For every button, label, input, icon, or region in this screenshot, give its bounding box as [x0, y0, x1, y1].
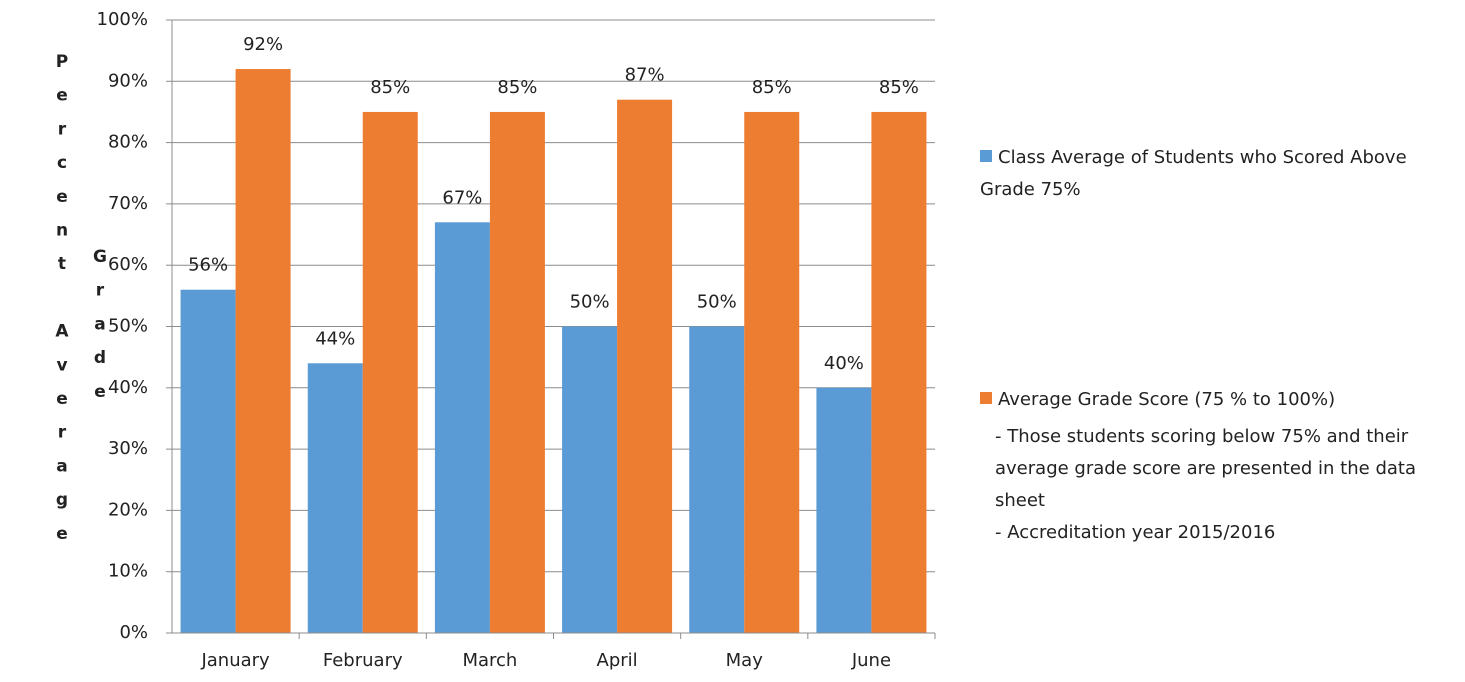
- bar: [562, 326, 618, 633]
- data-label: 85%: [752, 77, 792, 98]
- data-label: 87%: [625, 65, 665, 86]
- notes: - Those students scoring below 75% and t…: [995, 421, 1465, 549]
- x-tick-label: February: [323, 650, 403, 671]
- x-tick-label: April: [597, 650, 638, 671]
- y-tick-label: 40%: [108, 377, 148, 398]
- legend-swatch: [980, 150, 992, 162]
- bar: [489, 111, 545, 633]
- data-label: 85%: [497, 77, 537, 98]
- data-label: 50%: [697, 292, 737, 313]
- y-tick-label: 10%: [108, 561, 148, 582]
- bar: [180, 289, 236, 633]
- note: - Accreditation year 2015/2016: [995, 522, 1276, 543]
- x-tick-label: January: [200, 650, 270, 671]
- legend-swatch: [980, 392, 992, 404]
- bar: [871, 111, 927, 633]
- y-tick-label: 30%: [108, 438, 148, 459]
- y-tick-label: 0%: [119, 622, 148, 643]
- y-tick-label: 50%: [108, 316, 148, 337]
- legend-label: Class Average of Students who Scored Abo…: [980, 147, 1407, 200]
- bar: [434, 222, 490, 634]
- bar: [689, 326, 745, 633]
- x-tick-label: May: [726, 650, 764, 671]
- note: - Those students scoring below 75% and t…: [995, 426, 1416, 511]
- bar: [235, 69, 291, 634]
- bar: [816, 387, 872, 633]
- bar: [744, 111, 800, 633]
- data-label: 44%: [315, 328, 355, 349]
- legend-item: Average Grade Score (75 % to 100%): [980, 384, 1420, 416]
- x-tick-label: March: [462, 650, 517, 671]
- legend-item: Class Average of Students who Scored Abo…: [980, 142, 1420, 206]
- data-label: 56%: [188, 255, 228, 276]
- data-label: 67%: [442, 187, 482, 208]
- bar: [307, 363, 363, 633]
- data-label: 85%: [370, 77, 410, 98]
- y-tick-label: 100%: [97, 9, 148, 30]
- data-label: 85%: [879, 77, 919, 98]
- y-tick-label: 90%: [108, 70, 148, 91]
- data-label: 92%: [243, 34, 283, 55]
- y-tick-label: 20%: [108, 499, 148, 520]
- y-tick-label: 60%: [108, 254, 148, 275]
- bar: [362, 111, 418, 633]
- y-tick-label: 70%: [108, 193, 148, 214]
- data-label: 40%: [824, 353, 864, 374]
- legend-label: Average Grade Score (75 % to 100%): [998, 389, 1336, 410]
- x-tick-label: June: [851, 650, 891, 671]
- data-label: 50%: [570, 292, 610, 313]
- bar: [617, 99, 673, 633]
- y-tick-label: 80%: [108, 132, 148, 153]
